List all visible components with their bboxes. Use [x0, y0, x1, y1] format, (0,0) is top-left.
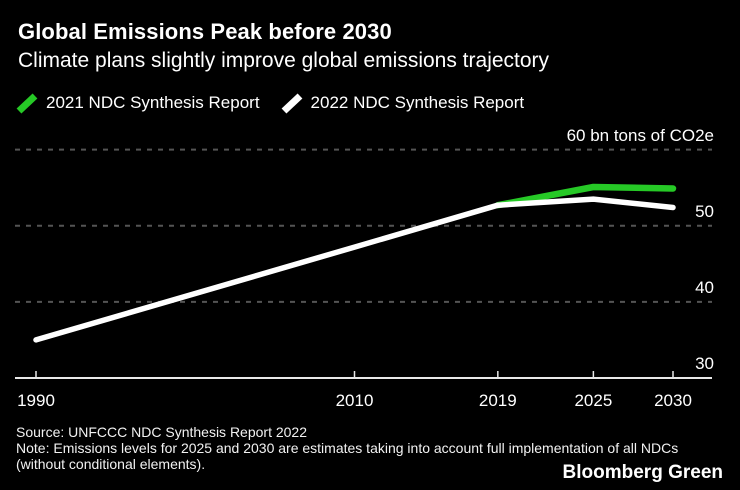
- legend-item-2022: 2022 NDC Synthesis Report: [280, 92, 525, 115]
- series-line-2021: [494, 183, 677, 209]
- legend-item-2021: 2021 NDC Synthesis Report: [15, 92, 260, 115]
- bloomberg-green-logo: Bloomberg Green: [562, 462, 723, 483]
- x-tick-label-2019: 2019: [478, 391, 517, 410]
- y-tick-label-60: 60 bn tons of CO2e: [566, 125, 714, 145]
- legend: 2021 NDC Synthesis Report 2022 NDC Synth…: [15, 90, 524, 116]
- source-text: Source: UNFCCC NDC Synthesis Report 2022: [16, 424, 307, 440]
- x-tick-label-2010: 2010: [335, 391, 374, 410]
- chart-subtitle: Climate plans slightly improve global em…: [18, 49, 550, 72]
- slash-icon: [16, 92, 38, 114]
- y-tick-label-40: 40: [695, 277, 714, 297]
- legend-label-2021: 2021 NDC Synthesis Report: [46, 93, 260, 112]
- chart-title: Global Emissions Peak before 2030: [18, 19, 392, 44]
- x-tick-label-2025: 2025: [574, 391, 613, 410]
- legend-label-2022: 2022 NDC Synthesis Report: [310, 93, 525, 112]
- x-tick-label-2030: 2030: [654, 391, 692, 410]
- y-tick-label-50: 50: [695, 201, 714, 221]
- note-text: Note: Emissions levels for 2025 and 2030…: [16, 440, 679, 472]
- x-tick-label-1990: 1990: [17, 391, 55, 410]
- series-line-2022: [33, 196, 676, 343]
- y-tick-label-30: 30: [695, 354, 714, 373]
- slash-icon: [281, 92, 302, 114]
